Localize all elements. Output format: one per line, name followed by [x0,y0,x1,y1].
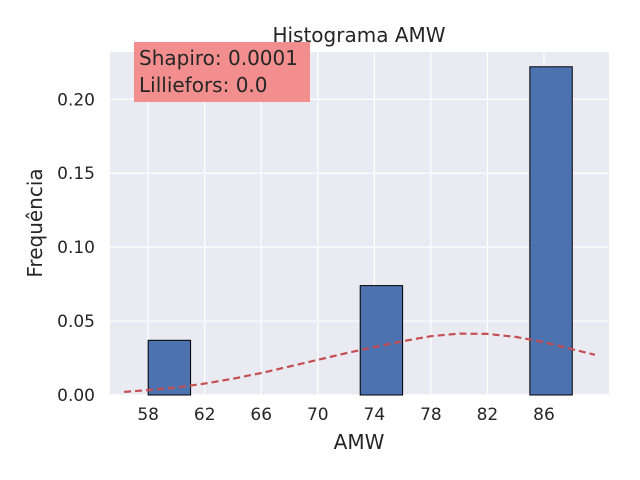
y-tick-label: 0.15 [57,164,95,184]
normal-curve [124,332,596,393]
x-tick-label: 62 [194,405,216,425]
y-tick-label: 0.05 [57,312,95,332]
x-tick-label: 82 [477,405,499,425]
x-tick-label: 70 [307,405,329,425]
y-tick-labels: 0.00 0.05 0.10 0.15 0.20 [57,90,95,406]
y-tick-label: 0.20 [57,90,95,110]
x-tick-label: 66 [250,405,272,425]
histogram-bar [529,66,573,396]
stats-annotation: Shapiro: 0.0001 Lilliefors: 0.0 [134,42,310,102]
histogram-bar [359,285,404,396]
x-axis-label: AMW [334,430,385,454]
x-tick-label: 78 [420,405,442,425]
bars [147,66,573,396]
y-tick-label: 0.00 [57,386,95,406]
y-tick-label: 0.10 [57,238,95,258]
lilliefors-text: Lilliefors: 0.0 [139,73,268,97]
shapiro-text: Shapiro: 0.0001 [139,46,298,70]
x-tick-label: 58 [137,405,159,425]
x-tick-labels: 58 62 66 70 74 78 82 86 [137,405,554,425]
x-tick-label: 86 [533,405,555,425]
y-axis-label: Frequência [23,168,47,277]
stats-annotation-box [134,42,310,102]
x-tick-label: 74 [364,405,386,425]
